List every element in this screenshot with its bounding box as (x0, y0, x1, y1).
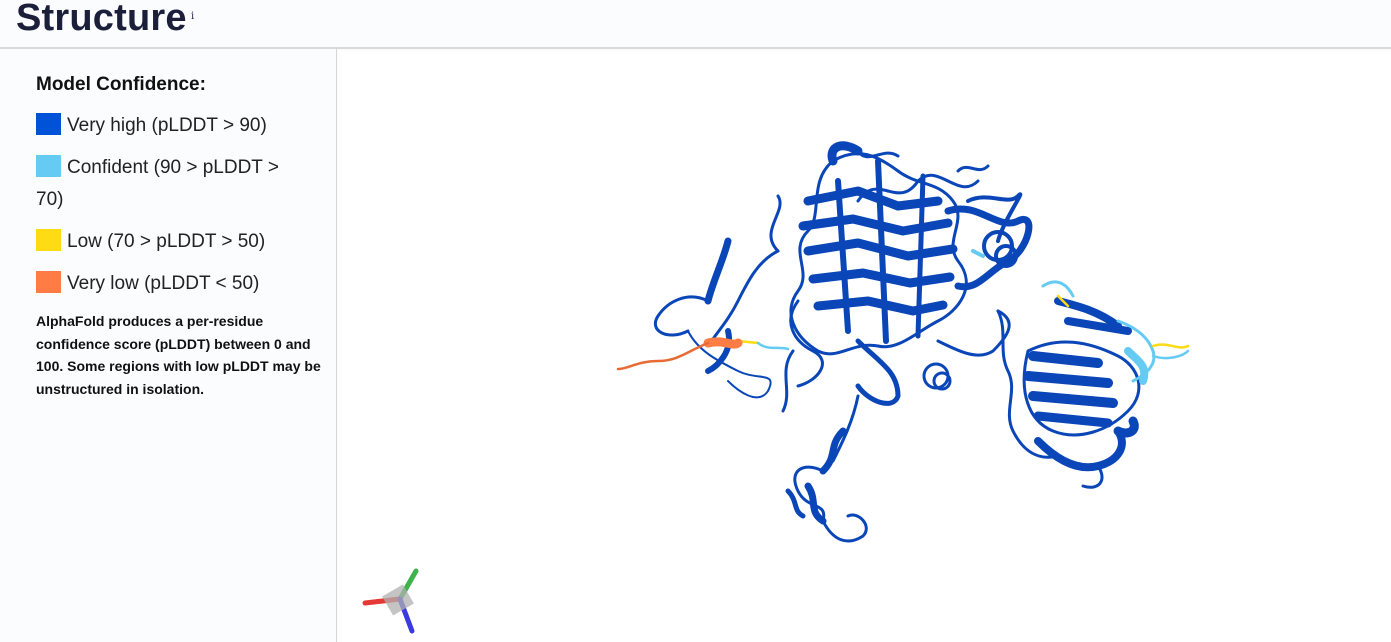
legend-item-confident: Confident (90 > pLDDT > 70) (36, 152, 306, 216)
c-terminal-domain (971, 249, 1190, 489)
structure-viewer[interactable] (338, 51, 1391, 642)
protein-structure-canvas[interactable] (338, 51, 1391, 642)
bottom-region (785, 394, 868, 543)
legend-label: Low (70 > pLDDT > 50) (67, 231, 266, 252)
info-icon[interactable]: i (191, 11, 195, 22)
central-domain (769, 141, 1033, 413)
legend-title: Model Confidence: (36, 74, 206, 95)
legend-swatch-confident (36, 155, 61, 177)
legend-swatch-very-high (36, 113, 61, 135)
legend-swatch-very-low (36, 271, 61, 293)
legend-item-very-high: Very high (pLDDT > 90) (36, 110, 306, 142)
confidence-legend-panel: Model Confidence: Very high (pLDDT > 90)… (0, 49, 337, 642)
legend-item-very-low: Very low (pLDDT < 50) (36, 268, 306, 300)
legend-note: AlphaFold produces a per-residue confide… (36, 313, 321, 397)
legend-label: Very high (pLDDT > 90) (67, 115, 267, 136)
orientation-axes-icon (362, 568, 419, 634)
legend-item-low: Low (70 > pLDDT > 50) (36, 226, 306, 258)
legend-label: Very low (pLDDT < 50) (67, 273, 260, 294)
page-title: Structure (16, 0, 187, 39)
legend-label: Confident (90 > pLDDT > 70) (36, 157, 279, 210)
n-terminal-region (616, 237, 790, 399)
legend-swatch-low (36, 229, 61, 251)
section-header: Structure i (0, 0, 1391, 49)
